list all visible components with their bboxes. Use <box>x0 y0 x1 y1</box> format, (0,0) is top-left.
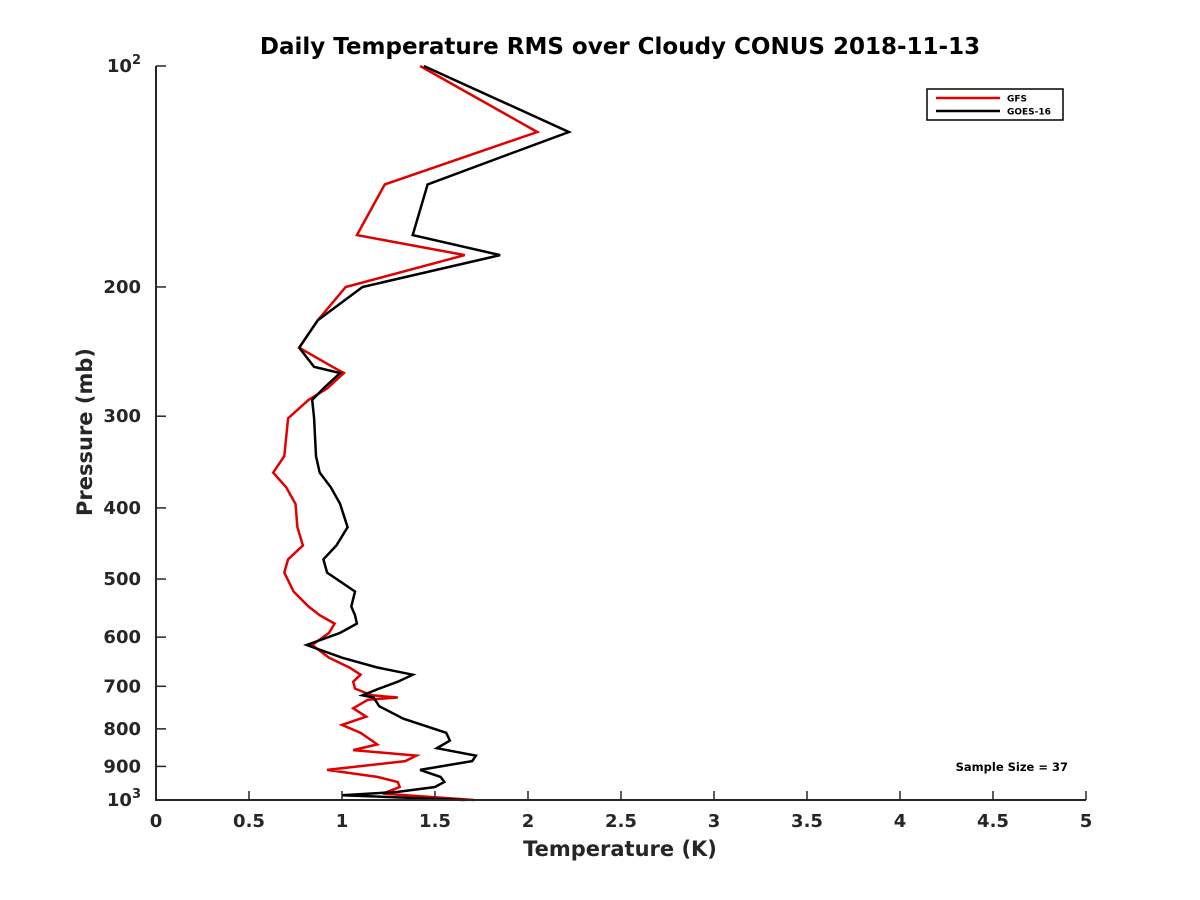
y-tick-exponent: 2 <box>132 53 141 68</box>
series-line-goes-16 <box>297 64 573 802</box>
x-tick-label: 2.5 <box>605 811 637 832</box>
sample-size-annotation: Sample Size = 37 <box>956 760 1068 774</box>
x-tick-label: 1 <box>336 811 349 832</box>
y-tick-label: 400 <box>103 498 141 519</box>
x-tick-label: 5 <box>1080 811 1093 832</box>
x-tick-label: 1.5 <box>419 811 451 832</box>
legend-label-goes-16: GOES-16 <box>1007 108 1051 118</box>
x-tick-label: 3 <box>708 811 721 832</box>
chart-title: Daily Temperature RMS over Cloudy CONUS … <box>260 34 980 60</box>
y-tick-label: 700 <box>103 676 141 697</box>
y-tick-base: 10 <box>107 56 132 77</box>
legend: GFS GOES-16 <box>926 88 1064 121</box>
y-tick-label: 102 <box>107 53 141 77</box>
y-tick-label: 300 <box>103 406 141 427</box>
y-tick-exponent: 3 <box>132 787 141 802</box>
y-tick-label: 800 <box>103 719 141 740</box>
y-tick-label: 200 <box>103 277 141 298</box>
y-axis-label: Pressure (mb) <box>73 348 97 516</box>
y-tick-label: 500 <box>103 569 141 590</box>
x-tick-label: 4.5 <box>977 811 1009 832</box>
y-tick-label: 103 <box>107 787 141 811</box>
x-axis-label: Temperature (K) <box>523 837 717 861</box>
series-line-gfs <box>271 64 541 802</box>
legend-label-gfs: GFS <box>1007 95 1027 105</box>
x-tick-label: 0.5 <box>233 811 265 832</box>
legend-box <box>926 88 1064 121</box>
x-tick-label: 3.5 <box>791 811 823 832</box>
x-tick-label: 0 <box>150 811 163 832</box>
y-tick-label: 900 <box>103 756 141 777</box>
y-tick-base: 10 <box>107 790 132 811</box>
y-tick-label: 600 <box>103 627 141 648</box>
x-tick-label: 4 <box>894 811 907 832</box>
plot-area: 0 0.5 1 1.5 2 2.5 3 3.5 4 4.5 51022003004005006007… <box>103 53 1092 832</box>
x-tick-label: 2 <box>522 811 535 832</box>
